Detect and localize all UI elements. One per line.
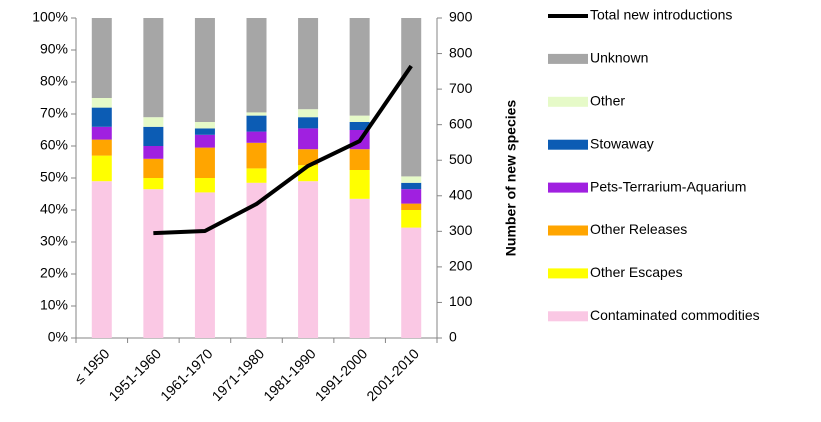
y2-tick-label: 200 (449, 258, 473, 274)
y2-tick-label: 600 (449, 115, 473, 131)
y-tick-label: 60% (40, 137, 68, 153)
bar-segment (246, 142, 267, 169)
x-tick-label: 2001-2010 (363, 345, 422, 404)
y2-tick-label: 400 (449, 186, 473, 202)
bar-segment (194, 134, 215, 148)
bar-segment (91, 155, 112, 182)
bar-segment (349, 198, 370, 338)
total-line (153, 64, 413, 236)
bar-segment (246, 182, 267, 338)
bar-segment (194, 192, 215, 338)
bar-segment (143, 158, 164, 178)
bar-segment (194, 178, 215, 193)
x-tick-label: 1991-2000 (312, 345, 371, 404)
bar-segment (246, 18, 267, 113)
bar-segment (246, 115, 267, 132)
x-tick-label: 1961-1970 (157, 345, 216, 404)
bar-segment (349, 122, 370, 130)
y-tick-label: 0% (48, 329, 68, 345)
y2-tick-label: 0 (449, 329, 457, 345)
legend-swatch (548, 53, 588, 64)
bar-segment (143, 18, 164, 118)
bar-segment (91, 181, 112, 338)
legend-label: Stowaway (590, 135, 654, 151)
y-tick-label: 10% (40, 297, 68, 313)
bar-segment (143, 126, 164, 146)
x-tick-label: ≤ 1950 (71, 345, 113, 387)
legend-label: Contaminated commodities (590, 307, 760, 323)
bar-segment (194, 147, 215, 178)
bar-segment (91, 98, 112, 108)
bar-segment (143, 146, 164, 159)
bar-segment (246, 168, 267, 183)
y-tick-label: 80% (40, 73, 68, 89)
y2-tick-label: 800 (449, 44, 473, 60)
y-tick-label: 40% (40, 201, 68, 217)
bar-segment (143, 178, 164, 190)
bar-segment (401, 203, 422, 210)
bar-segment (143, 189, 164, 338)
y2-axis-label: Number of new species (503, 100, 519, 257)
legend-label: Total new introductions (590, 7, 732, 23)
y-tick-label: 100% (32, 9, 68, 25)
legend-swatch (548, 268, 588, 279)
y2-tick-label: 300 (449, 222, 473, 238)
x-tick-label: 1981-1990 (260, 345, 319, 404)
legend-swatch (548, 96, 588, 107)
legend-label: Other Escapes (590, 264, 683, 280)
y2-tick-label: 100 (449, 293, 473, 309)
legend-label: Unknown (590, 50, 648, 66)
legend-label: Pets-Terrarium-Aquarium (590, 178, 746, 194)
bar-segment (143, 117, 164, 127)
legend-swatch (548, 139, 588, 150)
x-tick-label: 1971-1980 (209, 345, 268, 404)
legend-swatch (548, 225, 588, 236)
legend-swatch (548, 182, 588, 193)
bar-segment (194, 18, 215, 122)
bar-segment (246, 131, 267, 143)
bar-segment (298, 181, 319, 338)
bar-segment (246, 112, 267, 116)
x-tick-label: 1951-1960 (105, 345, 164, 404)
bar-segment (349, 115, 370, 122)
y-tick-label: 30% (40, 233, 68, 249)
bar-segment (401, 18, 422, 177)
bar-segment (298, 117, 319, 129)
bar-segment (298, 149, 319, 166)
bar-segment (298, 128, 319, 150)
bar-segment (298, 18, 319, 110)
bar-segment (401, 189, 422, 204)
y-tick-label: 50% (40, 169, 68, 185)
y2-tick-label: 700 (449, 80, 473, 96)
bar-segment (401, 182, 422, 190)
bar-segment (298, 109, 319, 118)
bar-segment (401, 210, 422, 228)
bar-segment (349, 18, 370, 116)
bar-segment (194, 122, 215, 129)
bar-segment (91, 18, 112, 98)
bar-segment (91, 107, 112, 127)
legend-swatch (548, 311, 588, 322)
legend-label: Other (590, 93, 625, 109)
bar-segment (401, 227, 422, 338)
y-tick-label: 90% (40, 41, 68, 57)
bar-segment (91, 126, 112, 140)
bar-segment (401, 176, 422, 183)
y2-tick-label: 500 (449, 151, 473, 167)
bar-segment (349, 170, 370, 199)
bar-segment (194, 128, 215, 135)
bar-segment (349, 149, 370, 170)
bar-segment (91, 139, 112, 156)
y-tick-label: 20% (40, 265, 68, 281)
y2-tick-label: 900 (449, 9, 473, 25)
y-tick-label: 70% (40, 105, 68, 121)
legend-label: Other Releases (590, 221, 687, 237)
